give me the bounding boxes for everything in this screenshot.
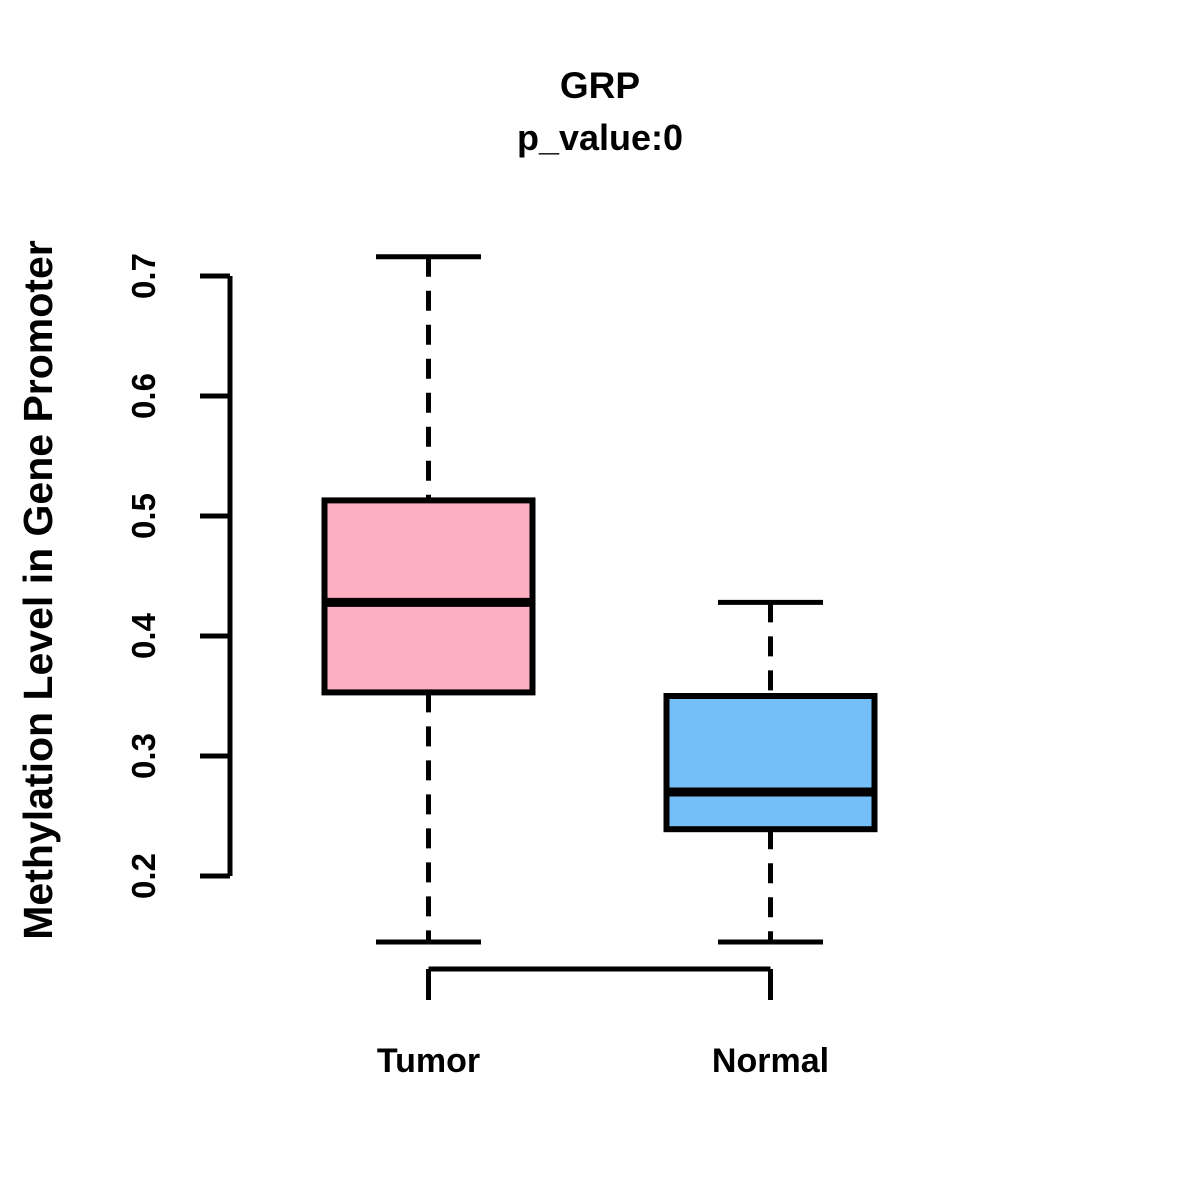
y-tick-label: 0.2 [125, 853, 162, 899]
y-tick-label: 0.4 [125, 612, 162, 659]
y-tick-label: 0.7 [125, 253, 162, 299]
y-tick-label: 0.5 [125, 493, 162, 539]
y-tick-label: 0.3 [125, 733, 162, 779]
chart-title: GRP [559, 65, 641, 106]
normal-box [663, 693, 878, 833]
y-tick-label: 0.6 [125, 373, 162, 419]
x-axis-label-normal: Normal [712, 1042, 829, 1080]
tumor-box [321, 497, 536, 696]
x-axis-label-tumor: Tumor [377, 1042, 480, 1080]
chart-subtitle: p_value:0 [516, 117, 684, 158]
